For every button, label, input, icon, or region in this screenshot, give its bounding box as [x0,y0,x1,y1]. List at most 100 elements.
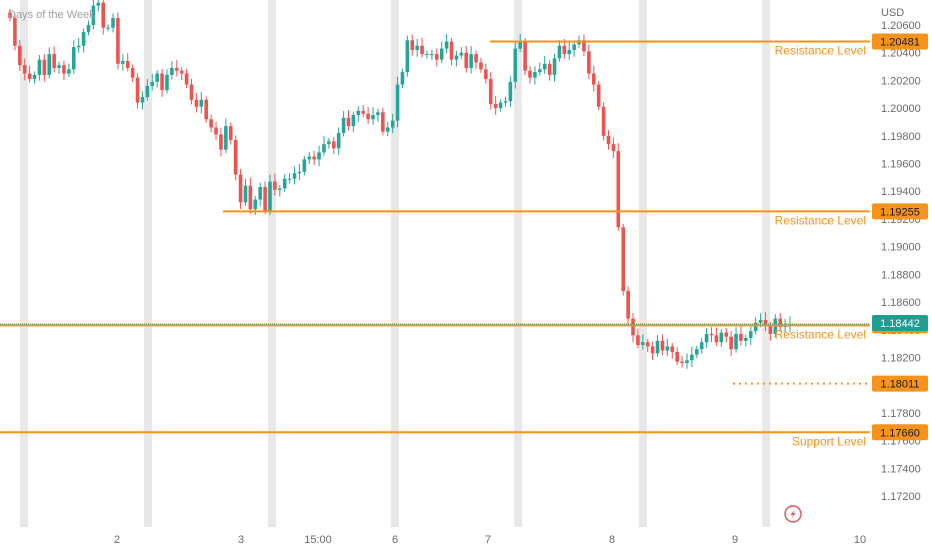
candle-body [67,69,71,74]
candle-body [591,73,596,85]
y-tick-label: 1.19600 [881,159,921,171]
candle-body [744,338,748,341]
candle-body [400,72,405,85]
candle-body [778,318,782,327]
candle-body [434,54,439,60]
x-tick-label: 8 [609,534,615,546]
candle-body [469,54,473,68]
candle-body [660,340,665,351]
candle-body [228,126,233,140]
candle-body [449,41,454,60]
candle-body [111,18,115,28]
candle-body [52,54,56,68]
candle-body [233,139,238,175]
x-tick-label: 2 [114,534,120,546]
candle-body [116,18,120,64]
price-badges: 1.204811.192551.184321.176601.180111.184… [872,33,928,441]
candle-body [493,103,498,109]
y-tick-label: 1.19000 [881,242,921,254]
x-tick-label: 10 [854,534,866,546]
candle-body [76,45,81,48]
x-tick-label: 15:00 [304,534,332,546]
candle-body [596,84,601,107]
candle-body [140,97,145,103]
candle-body [395,84,400,121]
candle-body [194,99,199,107]
candle-body [439,48,444,60]
current-price-text: 1.18442 [880,318,920,330]
candle-body [292,173,297,179]
candle-body [204,99,209,120]
candle-body [268,181,272,211]
candle-body [62,65,66,74]
candle-body [331,141,336,149]
candle-body [503,101,508,103]
candle-body [189,84,194,100]
candle-body [170,67,174,75]
candle-body [18,45,22,66]
x-tick-label: 7 [485,534,491,546]
candle-body [179,70,184,74]
candle-body [748,331,753,339]
candle-body [729,336,733,350]
candle-body [390,120,395,128]
candle-body [125,61,130,68]
candlestick-series [8,0,792,369]
candle-body [243,185,248,203]
level-label: Support Level [792,434,866,448]
y-tick-label: 1.17400 [881,463,921,475]
candle-body [307,156,312,160]
candle-body [130,67,135,78]
candle-body [248,185,253,210]
level-label: Resistance Level [775,327,866,341]
candle-body [655,340,660,354]
candle-body [282,178,287,189]
candle-body [184,73,189,85]
candle-body [641,342,645,346]
candle-body [454,55,459,60]
candle-body [341,117,346,134]
candle-body [420,45,424,55]
candle-body [317,152,321,160]
candle-body [174,67,179,71]
day-separator [144,0,152,527]
lightning-icon[interactable] [784,505,802,523]
candle-body [410,40,415,50]
candle-body [150,81,155,86]
candle-body [224,126,228,150]
y-tick-label: 1.19400 [881,186,921,198]
candle-body [258,187,262,200]
candle-body [538,69,542,73]
candle-body [508,81,513,102]
candle-body [523,41,527,71]
candle-body [430,54,434,56]
y-tick-label: 1.18200 [881,352,921,364]
candle-body [444,41,449,49]
candle-body [626,290,630,319]
day-separator [20,0,28,527]
level-price-text: 1.20481 [880,36,920,48]
time-axis[interactable]: 2 3 15:00 6 7 8 9 10 [114,534,866,546]
current-price-badge [872,314,928,331]
candle-body [562,45,567,55]
candle-body [714,335,719,343]
candle-body [459,52,464,56]
level-price-text: 1.19255 [880,206,920,218]
candle-body [734,333,738,350]
candle-body [219,134,223,150]
candle-body [263,187,267,211]
candle-body [474,54,478,63]
candle-body [13,18,17,46]
candle-body [552,58,557,75]
candle-body [645,342,650,347]
price-axis[interactable]: USD 1.172001.174001.176001.178001.180001… [881,7,921,503]
candle-body [165,74,169,91]
candle-body [753,322,758,332]
y-tick-label: 1.20400 [881,48,921,60]
candle-body [356,110,361,116]
candle-body [214,127,218,135]
level-label: Resistance Level [775,213,866,227]
candle-body [665,346,670,351]
candle-body [425,54,429,56]
